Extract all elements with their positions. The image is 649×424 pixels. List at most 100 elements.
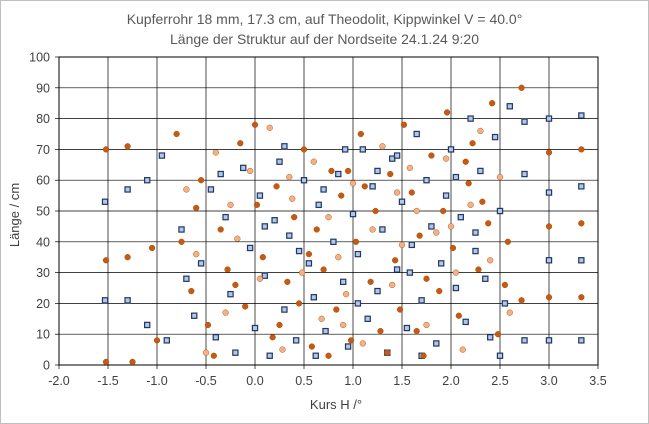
data-point-square [163, 337, 170, 344]
data-point-square [457, 213, 465, 221]
data-point-square [286, 232, 293, 239]
data-point-circle [447, 223, 455, 230]
data-point-square [251, 324, 259, 332]
data-point-circle [423, 275, 430, 282]
data-point-square [158, 152, 166, 159]
data-point-square [281, 143, 288, 150]
data-point-square [393, 152, 401, 159]
y-tick-labels: 0 10 20 30 40 50 60 70 80 90 100 [29, 51, 50, 373]
data-point-square [300, 177, 308, 184]
data-point-circle [443, 109, 451, 116]
data-point-square [124, 297, 131, 304]
data-point-circle [504, 238, 511, 245]
data-point-square [261, 223, 269, 230]
x-tick-label: -1.0 [146, 374, 168, 388]
data-point-circle [212, 149, 219, 156]
data-point-circle [396, 306, 404, 313]
data-point-circle [286, 174, 293, 181]
data-point-square [545, 337, 553, 344]
data-point-square [545, 115, 553, 122]
data-point-circle [389, 281, 396, 289]
data-point-circle [300, 146, 308, 153]
data-point-circle [359, 340, 366, 347]
data-point-circle [335, 254, 342, 261]
data-point-circle [406, 164, 413, 171]
data-point-circle [276, 321, 283, 329]
data-point-circle [465, 180, 472, 187]
chart-subtitle: Länge der Struktur auf der Nordseite 24.… [170, 31, 479, 47]
data-point-circle [325, 352, 332, 359]
y-tick-label: 90 [36, 81, 50, 95]
data-point-square [521, 118, 528, 125]
data-point-square [178, 226, 185, 233]
x-tick-label: -0.5 [195, 374, 217, 388]
data-point-square [442, 192, 450, 199]
x-tick-label: 3.0 [540, 374, 557, 388]
data-point-square [217, 170, 224, 178]
data-point-square [364, 315, 371, 323]
data-point-square [403, 324, 411, 332]
data-point-square [144, 177, 151, 184]
data-point-circle [413, 207, 420, 215]
data-point-circle [545, 294, 553, 301]
data-point-circle [198, 177, 205, 184]
data-point-circle [372, 207, 379, 215]
data-point-circle [413, 328, 420, 335]
data-point-square [312, 352, 319, 359]
data-point-circle [455, 312, 462, 319]
data-point-circle [449, 244, 457, 252]
data-point-circle [462, 158, 469, 165]
data-point-circle [193, 204, 200, 212]
data-point-square [240, 164, 247, 172]
data-point-square [359, 146, 367, 153]
y-tick-label: 50 [36, 205, 50, 219]
y-tick-label: 40 [36, 235, 50, 249]
data-point-circle [149, 244, 156, 252]
data-point-square [271, 217, 278, 224]
y-axis-label: Länge / cm [7, 183, 22, 247]
data-point-circle [459, 346, 466, 353]
data-point-square [477, 167, 484, 175]
data-point-square [496, 207, 504, 215]
data-point-square [521, 337, 528, 344]
data-point-square [428, 223, 435, 230]
data-point-square [487, 334, 494, 341]
data-point-square [144, 321, 151, 329]
x-tick-label: -1.5 [97, 374, 119, 388]
x-tick-label: -2.0 [48, 374, 70, 388]
x-axis-label: Kurs H /° [310, 397, 362, 412]
data-point-square [335, 170, 342, 178]
data-point-circle [578, 220, 585, 227]
data-point-circle [305, 251, 313, 258]
data-point-circle [357, 130, 364, 138]
data-point-circle [506, 309, 513, 316]
data-point-square [447, 146, 455, 153]
data-point-circle [310, 158, 317, 165]
data-point-circle [222, 309, 229, 316]
data-point-circle [237, 140, 244, 147]
data-point-circle [489, 100, 496, 107]
data-point-square [305, 260, 313, 267]
data-point-circle [279, 346, 286, 353]
data-point-square [101, 297, 109, 304]
data-point-circle [178, 238, 185, 245]
data-point-circle [338, 192, 345, 199]
data-point-square [491, 133, 499, 141]
data-point-square [322, 327, 329, 335]
grid-lines [55, 56, 599, 369]
data-point-square [413, 130, 420, 138]
data-point-circle [204, 321, 212, 329]
plot-border [58, 56, 599, 366]
data-point-circle [242, 303, 249, 310]
data-point-circle [545, 223, 553, 230]
data-point-circle [440, 207, 447, 215]
x-tick-label: 1.5 [393, 374, 410, 388]
data-point-circle [485, 220, 492, 227]
data-point-circle [416, 232, 423, 239]
data-point-circle [318, 315, 325, 322]
data-point-circle [210, 352, 217, 359]
data-point-circle [477, 127, 484, 135]
data-point-square [578, 337, 585, 344]
data-point-circle [345, 167, 352, 175]
data-point-square [452, 173, 460, 181]
